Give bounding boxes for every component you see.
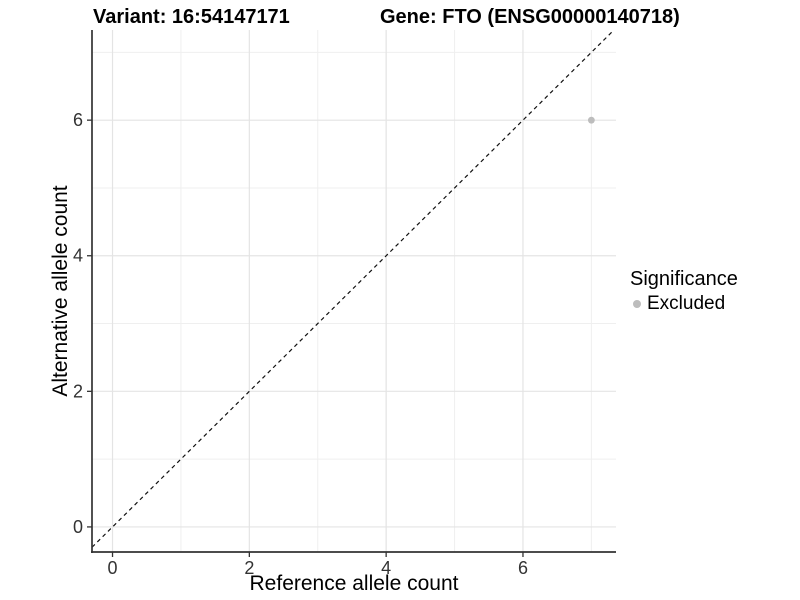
data-point[interactable] (587, 116, 595, 124)
x-axis-title: Reference allele count (249, 572, 459, 595)
y-tick-label: 6 (73, 110, 83, 130)
y-axis-title: Alternative allele count (49, 185, 72, 397)
legend-items: Excluded (630, 293, 738, 315)
x-tick-label: 4 (381, 558, 391, 578)
x-tick-label: 2 (244, 558, 254, 578)
y-tick-label: 2 (73, 381, 83, 401)
variant-title: Variant: 16:54147171 (93, 6, 290, 28)
legend-item: Excluded (630, 293, 738, 315)
x-tick-label: 0 (108, 558, 118, 578)
legend-key-dot (633, 300, 641, 308)
legend-item-label: Excluded (647, 293, 726, 314)
gene-title: Gene: FTO (ENSG00000140718) (380, 6, 680, 28)
identity-line (91, 29, 615, 548)
y-tick-label: 0 (73, 517, 83, 537)
legend: Significance Excluded (630, 268, 738, 315)
y-tick-label: 4 (73, 246, 83, 266)
x-tick-label: 6 (518, 558, 528, 578)
legend-title: Significance (630, 268, 738, 290)
